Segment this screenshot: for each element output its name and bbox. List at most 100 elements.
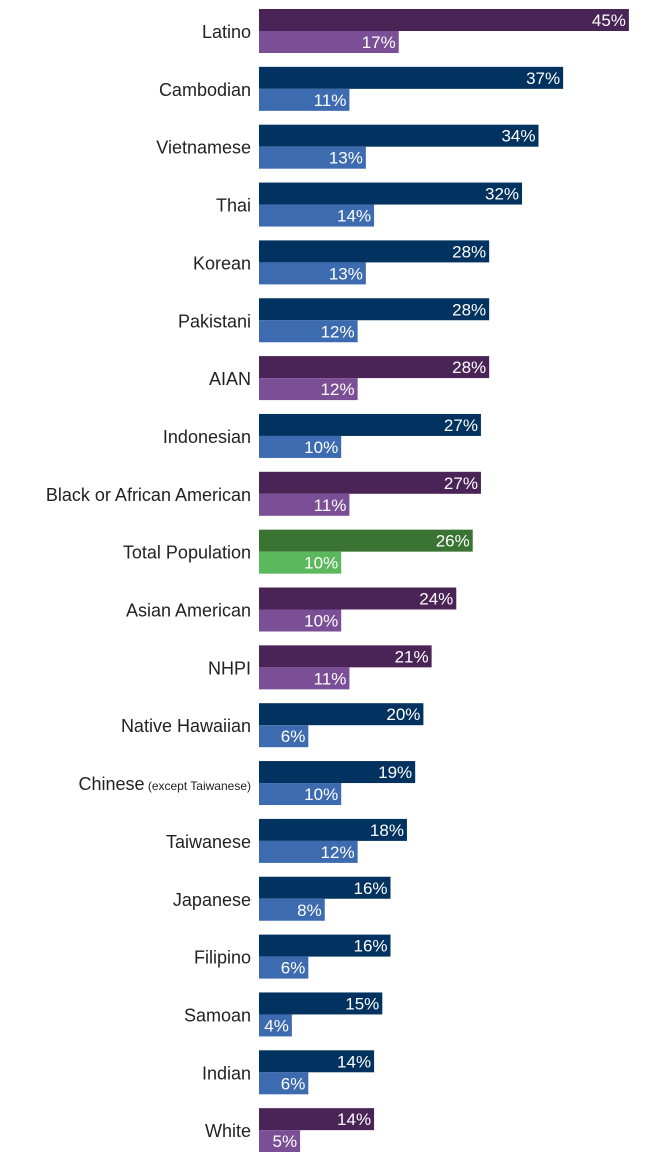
data-label: 10% bbox=[304, 438, 338, 457]
data-label: 8% bbox=[297, 901, 322, 920]
data-label: 13% bbox=[329, 264, 363, 283]
category-label: Black or African American bbox=[46, 485, 251, 505]
bar-primary bbox=[259, 761, 416, 784]
data-label: 16% bbox=[353, 937, 387, 956]
category-row: Japanese 16% 8% bbox=[173, 876, 391, 921]
data-label: 24% bbox=[419, 590, 453, 609]
category-label: AIAN bbox=[209, 369, 251, 389]
data-label: 32% bbox=[485, 185, 519, 204]
data-label: 10% bbox=[304, 554, 338, 573]
data-label: 14% bbox=[337, 207, 371, 226]
data-label: 17% bbox=[362, 33, 396, 52]
data-label: 28% bbox=[452, 358, 486, 377]
category-row: Samoan 15% 4% bbox=[184, 992, 383, 1037]
bar-secondary bbox=[259, 898, 325, 921]
bar-secondary bbox=[259, 88, 350, 111]
bar-primary bbox=[259, 1108, 375, 1131]
bar-secondary bbox=[259, 551, 342, 574]
category-row: Filipino 16% 6% bbox=[194, 934, 391, 979]
category-row: Indonesian 27% 10% bbox=[163, 413, 481, 458]
bar-primary bbox=[259, 471, 481, 494]
data-label: 12% bbox=[321, 843, 355, 862]
category-label: Indonesian bbox=[163, 427, 251, 447]
bar-primary bbox=[259, 9, 629, 31]
bar-secondary bbox=[259, 840, 358, 863]
data-label: 19% bbox=[378, 763, 412, 782]
bar-primary bbox=[259, 356, 490, 379]
bar-secondary bbox=[259, 378, 358, 401]
category-row: Total Population 26% 10% bbox=[123, 529, 473, 574]
bar-primary bbox=[259, 703, 424, 726]
data-label: 6% bbox=[281, 727, 306, 746]
category-row: Asian American 24% 10% bbox=[126, 587, 457, 632]
bar-secondary bbox=[259, 493, 350, 516]
data-label: 11% bbox=[314, 496, 347, 515]
category-label: Filipino bbox=[194, 948, 251, 968]
data-label: 14% bbox=[337, 1110, 371, 1129]
data-label: 45% bbox=[592, 11, 626, 30]
bar-primary bbox=[259, 1050, 375, 1073]
bar-primary bbox=[259, 645, 432, 668]
category-label: Indian bbox=[202, 1063, 251, 1083]
bar-primary bbox=[259, 240, 490, 263]
data-label: 18% bbox=[370, 821, 404, 840]
bar-primary bbox=[259, 818, 407, 841]
category-label: Chinese (except Taiwanese) bbox=[78, 774, 251, 794]
data-label: 21% bbox=[395, 647, 429, 666]
category-row: Thai 32% 14% bbox=[216, 182, 523, 227]
bar-primary bbox=[259, 934, 391, 957]
category-row: Indian 14% 6% bbox=[202, 1050, 375, 1095]
bar-primary bbox=[259, 876, 391, 899]
bar-primary bbox=[259, 66, 564, 89]
data-label: 37% bbox=[526, 69, 560, 88]
category-label: Thai bbox=[216, 196, 251, 216]
bar-secondary bbox=[259, 609, 342, 632]
bar-primary bbox=[259, 124, 539, 147]
data-label: 10% bbox=[304, 785, 338, 804]
category-row: Latino 45% 17% bbox=[202, 9, 629, 53]
bar-secondary bbox=[259, 725, 309, 748]
data-label: 28% bbox=[452, 300, 486, 319]
category-label: Pakistani bbox=[178, 311, 251, 331]
data-label: 12% bbox=[321, 380, 355, 399]
category-label: White bbox=[205, 1121, 251, 1141]
bar-primary bbox=[259, 529, 473, 552]
data-label: 20% bbox=[386, 705, 420, 724]
category-label: Vietnamese bbox=[156, 138, 251, 158]
category-row: Chinese (except Taiwanese) 19% 10% bbox=[78, 761, 416, 806]
data-label: 15% bbox=[345, 994, 379, 1013]
category-label: Latino bbox=[202, 22, 251, 42]
data-label: 5% bbox=[273, 1132, 298, 1151]
bar-secondary bbox=[259, 435, 342, 458]
category-row: NHPI 21% 11% bbox=[208, 645, 432, 690]
bar-secondary bbox=[259, 262, 366, 285]
bar-primary bbox=[259, 413, 481, 436]
category-label: Japanese bbox=[173, 890, 251, 910]
bar-secondary bbox=[259, 320, 358, 343]
data-label: 34% bbox=[501, 127, 535, 146]
bar-secondary bbox=[259, 783, 342, 806]
category-label: Taiwanese bbox=[166, 832, 251, 852]
data-label: 28% bbox=[452, 242, 486, 261]
category-row: Vietnamese 34% 13% bbox=[156, 124, 539, 169]
category-label: Asian American bbox=[126, 601, 251, 621]
bar-secondary bbox=[259, 1130, 301, 1152]
bar-secondary bbox=[259, 667, 350, 690]
category-label: Total Population bbox=[123, 543, 251, 563]
data-label: 6% bbox=[281, 959, 306, 978]
data-label: 12% bbox=[321, 322, 355, 341]
category-row: Cambodian 37% 11% bbox=[159, 66, 564, 111]
bar-secondary bbox=[259, 146, 366, 169]
category-label: Korean bbox=[193, 253, 251, 273]
category-label: Native Hawaiian bbox=[121, 716, 251, 736]
bar-secondary bbox=[259, 1014, 292, 1037]
data-label: 4% bbox=[264, 1016, 289, 1035]
category-row: Pakistani 28% 12% bbox=[178, 298, 490, 343]
bar-secondary bbox=[259, 204, 375, 227]
category-row: Native Hawaiian 20% 6% bbox=[121, 703, 424, 748]
bar-secondary bbox=[259, 31, 399, 53]
category-label: Samoan bbox=[184, 1005, 251, 1025]
category-row: Black or African American 27% 11% bbox=[46, 471, 481, 516]
